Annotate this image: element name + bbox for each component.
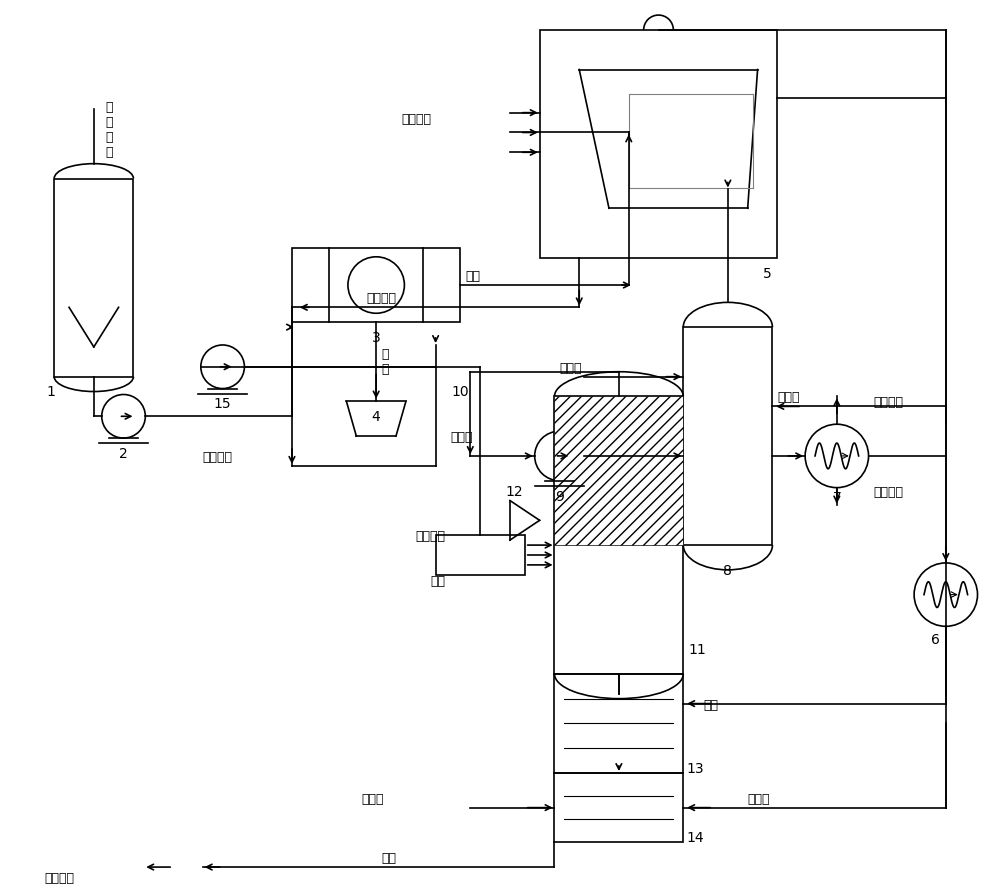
Text: 4: 4 (372, 410, 381, 424)
Text: 9: 9 (555, 489, 564, 504)
Text: 2: 2 (119, 447, 128, 461)
Bar (554, 674, 683, 773)
Text: 脱硫工段: 脱硫工段 (873, 396, 903, 409)
Text: 10: 10 (452, 385, 469, 400)
Bar (554, 397, 683, 545)
Text: 焦炉煤气: 焦炉煤气 (416, 530, 446, 543)
Text: 蒸汽: 蒸汽 (703, 699, 718, 711)
Text: 软化水: 软化水 (559, 362, 582, 375)
Bar (436, 535, 525, 575)
Text: 14: 14 (686, 831, 704, 845)
Text: 饱和蒸汽: 饱和蒸汽 (401, 113, 431, 125)
Text: 冷凝液: 冷凝液 (777, 392, 800, 404)
Text: 热浓缩液: 热浓缩液 (366, 292, 396, 306)
Bar (54, 178, 133, 376)
Text: 12: 12 (505, 485, 523, 498)
Text: 热解气: 热解气 (450, 431, 473, 444)
Text: 滤
渣: 滤 渣 (381, 348, 389, 375)
Bar (540, 30, 777, 258)
Bar (554, 773, 683, 842)
Text: 脱
硫
废
液: 脱 硫 废 液 (105, 100, 112, 159)
Text: 8: 8 (723, 564, 732, 578)
Text: 碱液: 碱液 (381, 852, 396, 866)
Text: 新鲜水: 新鲜水 (361, 793, 384, 806)
Text: 5: 5 (763, 267, 772, 280)
Text: 生化处理: 生化处理 (873, 486, 903, 498)
Bar (292, 248, 460, 323)
Text: 11: 11 (688, 643, 706, 657)
Text: 3: 3 (372, 331, 381, 345)
Text: 7: 7 (832, 492, 841, 505)
Text: 1: 1 (47, 385, 56, 400)
Text: 13: 13 (686, 762, 704, 776)
Text: 15: 15 (214, 397, 231, 411)
Text: 脱硫碱源: 脱硫碱源 (44, 872, 74, 885)
Bar (554, 397, 683, 674)
Text: 6: 6 (931, 633, 940, 647)
Text: 滤液: 滤液 (465, 270, 480, 283)
Text: 氧气: 氧气 (431, 574, 446, 588)
Bar (683, 327, 772, 545)
Text: 热浓缩液: 热浓缩液 (203, 451, 233, 464)
Text: 冷凝水: 冷凝水 (748, 793, 770, 806)
